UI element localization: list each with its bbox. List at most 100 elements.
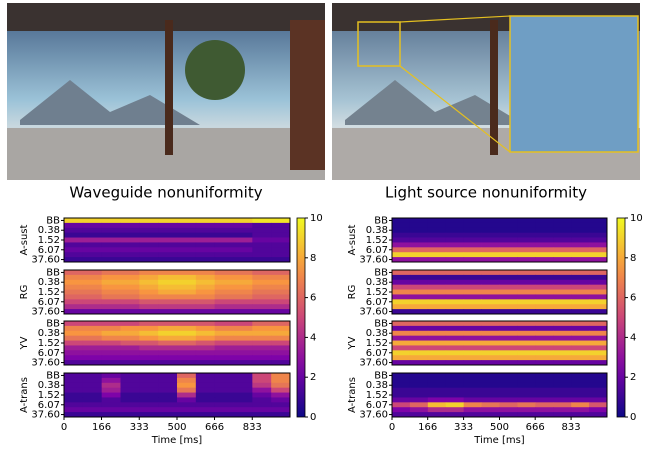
heatmap-cell: [517, 397, 536, 403]
heatmap-cell: [481, 237, 500, 243]
heatmap-cell: [233, 257, 253, 263]
heatmap-cell: [409, 270, 429, 276]
heatmap-cell: [571, 227, 590, 234]
heatmap-cell: [64, 382, 84, 389]
heatmap-cell: [535, 360, 554, 366]
heatmap-cell: [553, 335, 572, 341]
colorbar-tick-label: 4: [630, 332, 636, 343]
heatmap-cell: [409, 397, 429, 403]
heatmap-cell: [409, 279, 429, 286]
heatmap-cell: [177, 270, 197, 276]
heatmap-cell: [64, 373, 84, 379]
heatmap-cell: [101, 407, 121, 413]
heatmap-cell: [427, 284, 447, 290]
heatmap-cell: [589, 330, 608, 337]
heatmap-cell: [252, 270, 272, 276]
heatmap-cell: [120, 284, 140, 290]
heatmap-cell: [195, 350, 216, 356]
heatmap-cell: [120, 242, 140, 248]
heatmap-cell: [463, 387, 482, 393]
heatmap-cell: [535, 247, 554, 253]
y-tick-label: 37.60: [31, 307, 60, 318]
colorbar-tick-label: 0: [310, 412, 316, 423]
heatmap-cell: [517, 402, 536, 408]
heatmap-cell: [252, 309, 272, 315]
y-tick-label: 6.07: [366, 348, 388, 359]
y-tick-label: 1.52: [38, 287, 60, 298]
heatmap-cell: [101, 257, 121, 263]
heatmap-cell: [214, 355, 234, 361]
heatmap-cell: [214, 340, 234, 346]
heatmap-cell: [82, 321, 103, 327]
heatmap-cell: [101, 330, 121, 337]
y-tick-label: 6.07: [38, 297, 60, 308]
heatmap-cell: [214, 257, 234, 263]
heatmap-cell: [195, 340, 216, 346]
heatmap-cell: [64, 279, 84, 286]
heatmap-cell: [553, 345, 572, 351]
heatmap-cell: [82, 299, 103, 305]
heatmap-cell: [463, 247, 482, 253]
heatmap-cell: [252, 412, 272, 418]
heatmap-cell: [252, 247, 272, 253]
heatmap-cell: [252, 360, 272, 366]
heatmap-cell: [64, 355, 84, 361]
heatmap-cell: [271, 304, 291, 310]
heatmap-cell: [481, 304, 500, 310]
heatmap-cell: [589, 257, 608, 263]
heatmap-cell: [445, 237, 465, 243]
heatmap-cell: [409, 232, 429, 238]
heatmap-cell: [120, 252, 140, 258]
heatmap-cell: [571, 335, 590, 341]
heatmap-cell: [571, 355, 590, 361]
heatmap-cell: [571, 279, 590, 286]
heatmap-cell: [139, 294, 159, 300]
heatmap-cell: [392, 397, 411, 403]
heatmap-cell: [271, 227, 291, 234]
heatmap-cell: [252, 402, 272, 408]
heatmap-cell: [139, 222, 159, 229]
heatmap-cell: [271, 242, 291, 248]
heatmap-cell: [517, 325, 536, 332]
heatmap-cell: [517, 407, 536, 413]
heatmap-cell: [177, 294, 197, 300]
heatmap-cell: [392, 402, 411, 408]
heatmap-cell: [553, 330, 572, 337]
heatmap-cell: [481, 397, 500, 403]
x-tick-label: 0: [61, 422, 67, 433]
heatmap-cell: [571, 360, 590, 366]
heatmap-cell: [252, 377, 272, 384]
heatmap-cell: [158, 279, 178, 286]
heatmap-cell: [392, 412, 411, 418]
heatmap-cell: [499, 284, 518, 290]
heatmap-cell: [409, 321, 429, 327]
heatmap-cell: [214, 335, 234, 341]
heatmap-cell: [409, 294, 429, 300]
heatmap-cell: [392, 382, 411, 389]
heatmap-cell: [271, 274, 291, 281]
heatmap-cell: [589, 242, 608, 248]
heatmap-cell: [158, 355, 178, 361]
heatmap-cell: [517, 299, 536, 305]
x-tick-label: 833: [243, 422, 262, 433]
heatmap-cell: [553, 242, 572, 248]
heatmap-cell: [445, 222, 465, 229]
heatmap-cell: [271, 330, 291, 337]
heatmap-cell: [499, 218, 518, 224]
heatmap-cell: [589, 387, 608, 393]
heatmap-cell: [409, 274, 429, 281]
heatmap-cell: [195, 373, 216, 379]
heatmap-cell: [409, 373, 429, 379]
heatmap-cell: [535, 397, 554, 403]
heatmap-cell: [195, 355, 216, 361]
heatmap-cell: [517, 382, 536, 389]
heatmap-cell: [120, 299, 140, 305]
heatmap-cell: [392, 330, 411, 337]
heatmap-cell: [571, 237, 590, 243]
heatmap-cell: [214, 382, 234, 389]
heatmap-cell: [139, 392, 159, 398]
heatmap-cell: [535, 284, 554, 290]
heatmap-cell: [252, 330, 272, 337]
heatmap-cell: [271, 279, 291, 286]
heatmap-cell: [392, 294, 411, 300]
